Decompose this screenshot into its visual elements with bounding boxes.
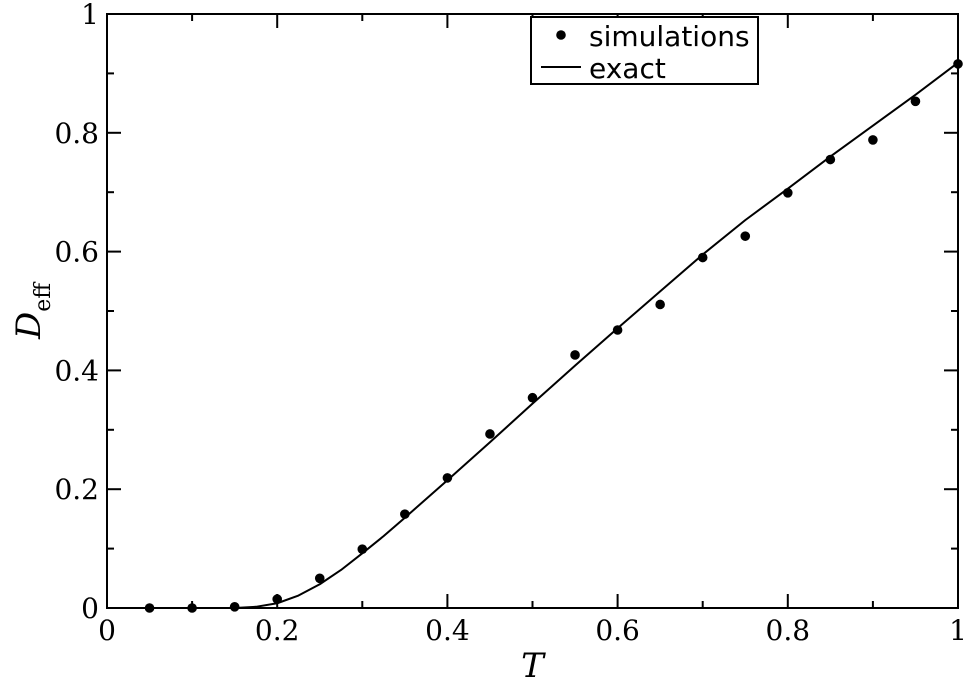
x-tick-label: 1 — [949, 614, 966, 647]
y-axis-title-main: D — [9, 312, 49, 340]
simulation-point — [229, 602, 240, 612]
simulation-point — [570, 350, 580, 360]
y-axis-title: Deff — [9, 282, 56, 340]
simulation-point — [697, 252, 708, 263]
simulation-point — [485, 429, 495, 439]
x-tick-label: 0.6 — [595, 614, 640, 647]
x-tick-label: 0 — [98, 614, 116, 647]
simulation-point — [442, 473, 453, 483]
legend-label-exact: exact — [589, 52, 666, 85]
simulation-point — [655, 299, 665, 310]
simulation-point — [868, 135, 878, 145]
y-tick-label: 0 — [81, 592, 99, 625]
y-axis-title-subscript: eff — [31, 282, 56, 312]
y-tick-label: 0.6 — [54, 236, 99, 269]
y-tick-label: 1 — [81, 0, 99, 31]
simulation-point — [612, 325, 623, 335]
x-tick-label: 0.8 — [766, 614, 811, 647]
y-tick-label: 0.4 — [54, 354, 99, 387]
plot-frame — [106, 13, 959, 609]
simulation-point — [527, 392, 538, 403]
x-tick-label: 0.4 — [425, 614, 470, 647]
y-tick-label: 0.8 — [54, 117, 99, 150]
simulation-point — [910, 96, 921, 107]
y-tick-label: 0.2 — [54, 473, 99, 506]
simulation-point — [314, 573, 325, 584]
legend-label-simulations: simulations — [589, 20, 750, 53]
exact-curve — [107, 61, 959, 609]
legend-marker-simulations — [556, 30, 566, 40]
x-tick-label: 0.2 — [255, 614, 300, 647]
legend-box — [530, 16, 759, 85]
simulation-point — [740, 231, 751, 241]
x-axis-title: T — [521, 646, 546, 679]
